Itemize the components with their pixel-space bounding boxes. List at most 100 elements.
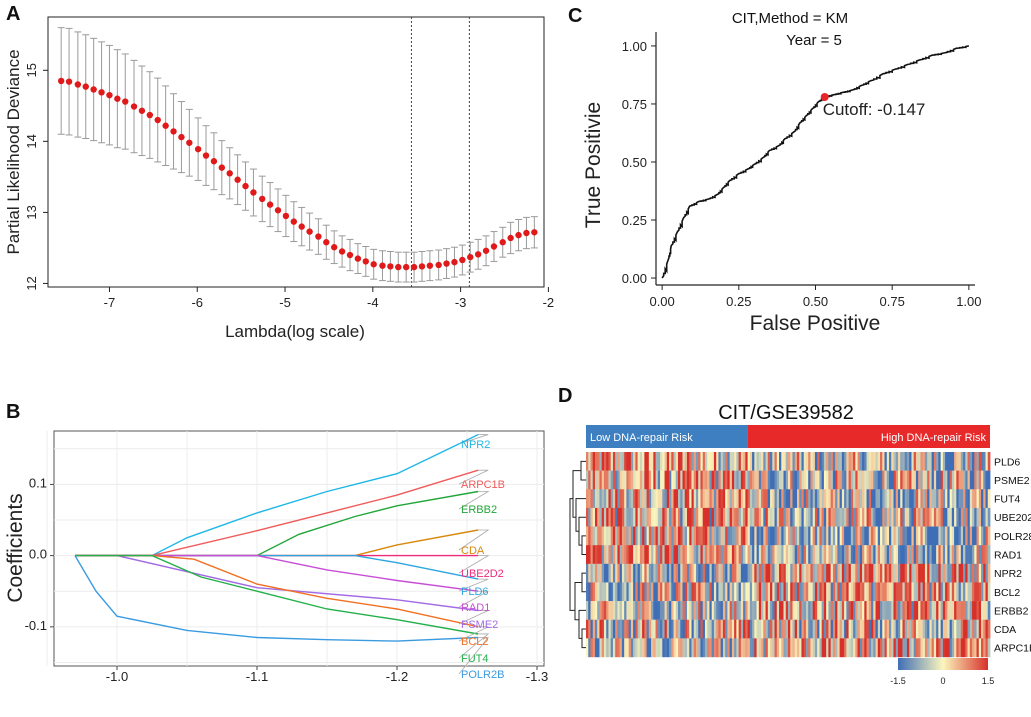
deviance-point	[98, 89, 105, 96]
y-tick-label: 14	[24, 134, 39, 148]
deviance-point	[467, 253, 474, 261]
deviance-point	[482, 247, 490, 254]
deviance-point	[315, 233, 322, 240]
panel-b-chart: NPR2 ARPC1B ERBB2 CDA UBE2D2 PLD6 RAD1 PSME2 BCL…	[4, 430, 548, 684]
row-label-ube202: UBE202	[994, 512, 1031, 524]
deviance-point	[354, 255, 362, 262]
series-label-bcl2: BCL2	[461, 636, 489, 648]
y-tick-label: 0.0	[29, 547, 47, 562]
deviance-point	[186, 139, 193, 146]
deviance-point	[170, 128, 177, 135]
panel-a-xlabel: Lambda(log scale)	[225, 322, 365, 341]
panel-c-xlabel: False Positive	[750, 312, 881, 335]
deviance-point	[202, 152, 210, 159]
cutoff-point	[820, 92, 829, 101]
heatmap-row	[586, 638, 991, 658]
x-tick-label: -1.1	[246, 669, 268, 684]
heatmap-row	[586, 582, 991, 602]
panel-c-title: CIT,Method = KM	[732, 10, 848, 27]
deviance-point	[298, 223, 305, 230]
label-leader	[458, 578, 489, 592]
y-tick-label: 13	[24, 205, 39, 219]
panel-label-a: A	[6, 3, 20, 25]
row-label-polr28: POLR28	[994, 531, 1031, 543]
panel-a-ylabel: Partial Likelihood Deviance	[4, 49, 23, 254]
deviance-point	[523, 229, 530, 237]
deviance-point	[395, 263, 402, 271]
dendrogram-branch	[581, 535, 586, 555]
heatmap-row	[586, 619, 991, 639]
panel-label-b: B	[6, 401, 20, 423]
deviance-point	[162, 122, 169, 129]
row-label-fut4: FUT4	[994, 494, 1020, 506]
deviance-point	[418, 263, 426, 270]
deviance-point	[250, 189, 257, 196]
deviance-point	[194, 145, 202, 153]
deviance-point	[499, 239, 506, 246]
dendrogram-branch	[575, 498, 586, 532]
high-risk-group-bar	[747, 425, 990, 448]
x-tick-label: -1.3	[526, 669, 548, 684]
deviance-point	[234, 176, 241, 183]
deviance-point	[282, 212, 290, 220]
cutoff-label: Cutoff: -0.147	[823, 100, 926, 119]
series-label-ube2d2: UBE2D2	[461, 568, 504, 580]
coef-path-polr2b	[74, 555, 479, 642]
x-tick-label: 0.25	[726, 294, 751, 309]
deviance-point	[178, 133, 185, 141]
series-label-psme2: PSME2	[461, 619, 498, 631]
deviance-point	[226, 170, 233, 177]
label-leader	[458, 434, 489, 445]
x-tick-label: -7	[104, 295, 116, 310]
y-tick-label: -0.1	[25, 618, 47, 633]
deviance-point	[435, 261, 442, 269]
deviance-point	[507, 234, 514, 242]
deviance-point	[410, 263, 418, 271]
series-label-cda: CDA	[461, 545, 485, 557]
high-risk-label: High DNA-repair Risk	[881, 432, 987, 444]
x-tick-label: -6	[191, 295, 203, 310]
heatmap-row	[586, 489, 991, 509]
x-tick-label: -5	[279, 295, 291, 310]
series-label-pld6: PLD6	[461, 586, 489, 598]
y-tick-label: 0.25	[622, 213, 647, 228]
dendrogram-branch	[572, 470, 581, 518]
y-tick-label: 1.00	[622, 39, 647, 54]
y-tick-label: 0.75	[622, 97, 647, 112]
deviance-point	[74, 81, 82, 88]
deviance-point	[443, 260, 450, 267]
row-label-cda: CDA	[994, 624, 1016, 636]
y-tick-label: 0.50	[622, 155, 647, 170]
label-leader	[458, 590, 489, 608]
row-label-npr2: NPR2	[994, 568, 1022, 580]
row-label-psme2: PSME2	[994, 475, 1030, 487]
panel-b-ylabel: Coefficients	[4, 493, 27, 602]
row-label-erbb2: ERBB2	[994, 605, 1029, 617]
dendrogram-branch	[581, 572, 586, 593]
label-leader	[458, 555, 490, 574]
deviance-point	[259, 195, 266, 203]
heatmap-row	[586, 563, 991, 583]
y-tick-label: 0.1	[29, 475, 47, 490]
series-label-polr2b: POLR2B	[461, 669, 504, 681]
dendrogram-branch	[581, 628, 586, 649]
deviance-point	[531, 229, 538, 236]
x-tick-label: -1.0	[106, 669, 128, 684]
heatmap-row	[586, 526, 991, 546]
deviance-point	[402, 263, 410, 271]
dendrogram-branch	[569, 498, 575, 611]
low-risk-group-bar	[586, 425, 748, 448]
x-tick-label: -2	[543, 295, 555, 310]
deviance-point	[106, 91, 113, 99]
deviance-point	[451, 258, 458, 266]
coef-path-rad1	[75, 554, 479, 592]
deviance-point	[474, 251, 482, 258]
deviance-point	[266, 201, 274, 208]
x-tick-label: -1.2	[386, 669, 408, 684]
row-label-arpc1b: ARPC1B	[994, 643, 1031, 655]
scale-tick-label: 0	[940, 676, 945, 686]
deviance-point	[426, 262, 434, 269]
deviance-point	[242, 182, 249, 190]
x-tick-label: 0.75	[880, 294, 905, 309]
